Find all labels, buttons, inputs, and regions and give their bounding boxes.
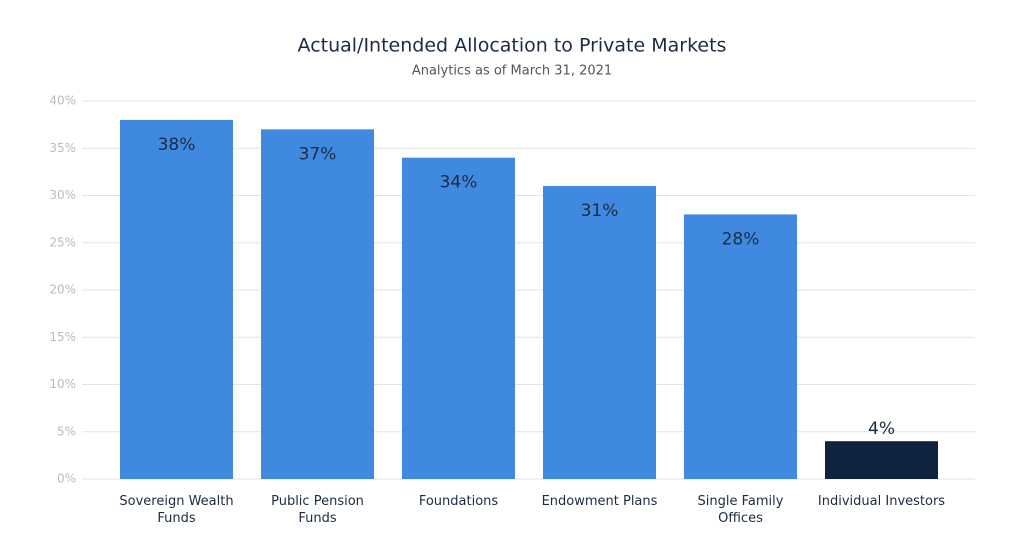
value-label: 38% [158, 135, 196, 155]
x-tick-label: Single Family Offices [697, 494, 784, 526]
y-tick-label: 20% [49, 283, 76, 297]
value-label: 37% [299, 144, 337, 164]
x-tick-label: Sovereign Wealth Funds [119, 494, 234, 526]
x-tick-label: Individual Investors [817, 494, 946, 509]
bar [825, 441, 938, 479]
bar [261, 129, 374, 479]
bar [402, 157, 515, 479]
chart-subtitle: Analytics as of March 31, 2021 [412, 64, 612, 79]
bar [120, 119, 233, 480]
y-tick-label: 40% [49, 94, 76, 108]
y-tick-label: 25% [49, 235, 76, 249]
value-label: 31% [581, 201, 619, 221]
bar [684, 214, 797, 479]
value-label: 4% [868, 419, 895, 439]
x-tick-label: Endowment Plans [541, 494, 658, 509]
bar [543, 186, 656, 480]
value-label: 28% [722, 229, 760, 249]
y-tick-label: 30% [49, 188, 76, 202]
chart-title: Actual/Intended Allocation to Private Ma… [298, 35, 727, 57]
y-tick-label: 10% [49, 377, 76, 391]
x-tick-label: Public Pension Funds [271, 494, 364, 526]
x-tick-label: Foundations [418, 494, 499, 509]
y-tick-label: 0% [57, 472, 76, 486]
value-label: 34% [440, 173, 478, 193]
y-tick-label: 15% [49, 330, 76, 344]
y-tick-label: 5% [57, 424, 76, 438]
y-tick-label: 35% [49, 141, 76, 155]
